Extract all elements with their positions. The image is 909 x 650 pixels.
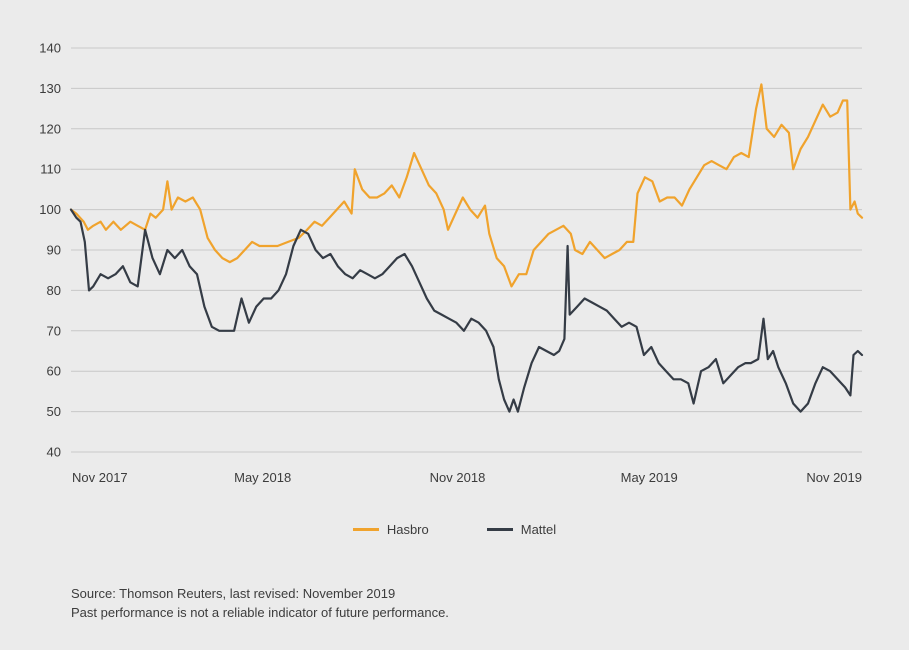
series-line-hasbro bbox=[69, 83, 864, 288]
legend-item-hasbro: Hasbro bbox=[352, 522, 429, 537]
legend-swatch-mattel bbox=[486, 528, 513, 531]
legend-item-mattel: Mattel bbox=[486, 522, 557, 537]
source-note: Source: Thomson Reuters, last revised: N… bbox=[71, 584, 449, 622]
x-tick-label: Nov 2018 bbox=[430, 470, 486, 485]
legend-label-hasbro: Hasbro bbox=[386, 522, 429, 537]
y-tick-label: 60 bbox=[47, 364, 61, 379]
y-tick-label: 130 bbox=[39, 81, 61, 96]
series-line-mattel bbox=[69, 208, 864, 413]
legend: Hasbro Mattel bbox=[0, 522, 909, 537]
y-axis: 140 130 120 110 100 90 80 70 60 50 40 bbox=[39, 41, 61, 460]
source-line: Source: Thomson Reuters, last revised: N… bbox=[71, 586, 396, 601]
y-tick-label: 140 bbox=[39, 41, 61, 56]
x-tick-label: Nov 2017 bbox=[72, 470, 128, 485]
y-tick-label: 80 bbox=[47, 283, 61, 298]
x-tick-label: Nov 2019 bbox=[806, 470, 862, 485]
legend-swatch-hasbro bbox=[352, 528, 379, 531]
y-tick-label: 100 bbox=[39, 202, 61, 217]
series-lines bbox=[69, 83, 864, 413]
x-axis: Nov 2017 May 2018 Nov 2018 May 2019 Nov 2019 bbox=[72, 470, 862, 485]
y-tick-label: 120 bbox=[39, 121, 61, 136]
y-tick-label: 70 bbox=[47, 323, 61, 338]
x-tick-label: May 2019 bbox=[621, 470, 678, 485]
y-tick-label: 110 bbox=[40, 162, 61, 177]
y-tick-label: 90 bbox=[47, 243, 61, 258]
grid bbox=[71, 47, 862, 453]
disclaimer-line: Past performance is not a reliable indic… bbox=[71, 605, 449, 620]
y-tick-label: 50 bbox=[47, 404, 61, 419]
y-tick-label: 40 bbox=[47, 445, 61, 460]
legend-label-mattel: Mattel bbox=[520, 522, 557, 537]
x-tick-label: May 2018 bbox=[234, 470, 291, 485]
